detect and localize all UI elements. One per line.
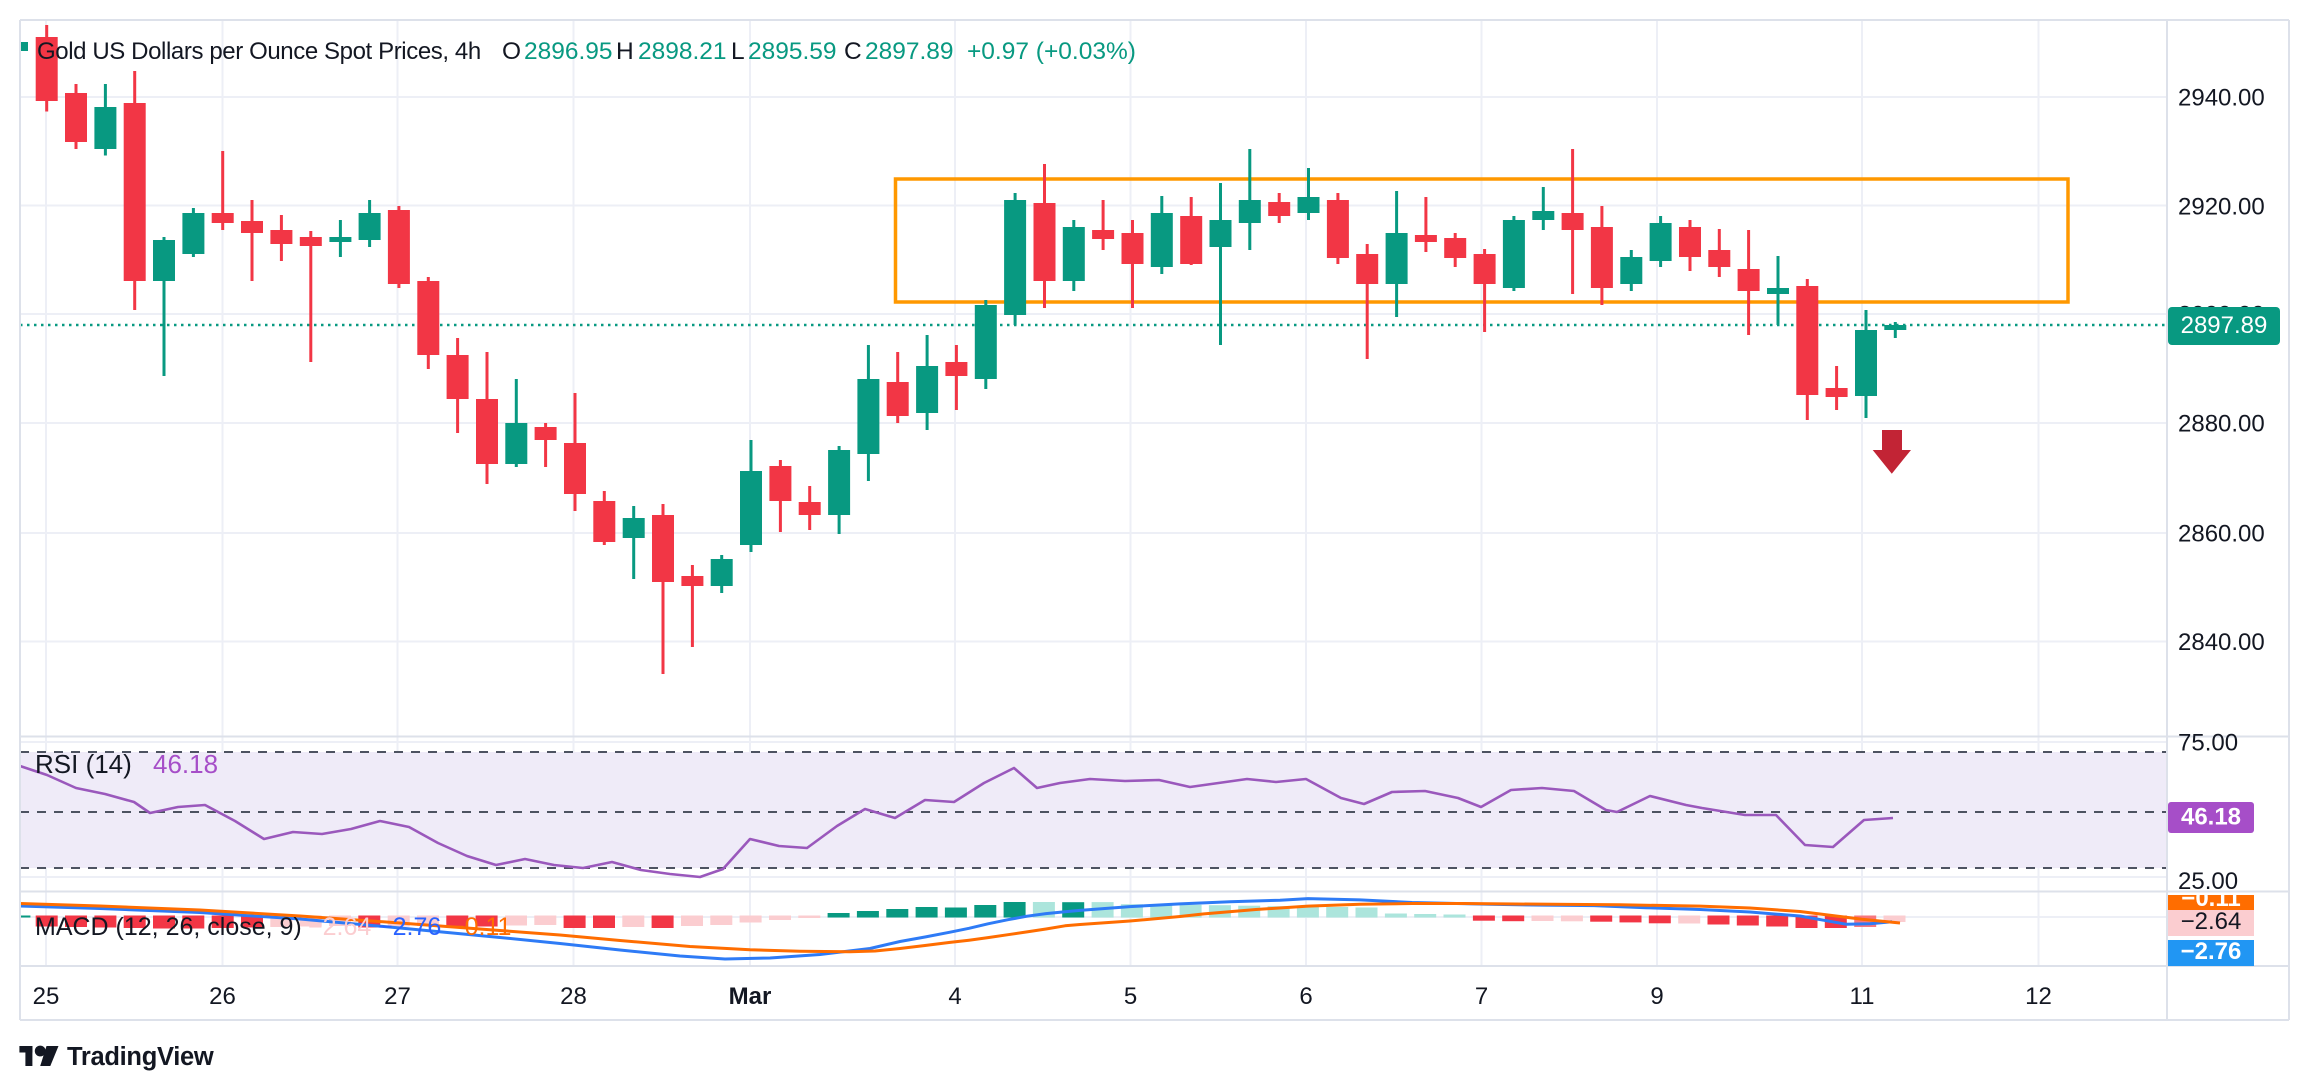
svg-text:2940.00: 2940.00 <box>2178 85 2265 112</box>
svg-text:46.18: 46.18 <box>153 749 218 779</box>
svg-text:O: O <box>502 38 521 65</box>
svg-text:Gold US Dollars per Ounce Spot: Gold US Dollars per Ounce Spot Prices, 4… <box>37 38 481 65</box>
svg-text:+0.97 (+0.03%): +0.97 (+0.03%) <box>967 38 1136 65</box>
svg-text:2920.00: 2920.00 <box>2178 194 2265 221</box>
svg-text:26: 26 <box>209 983 236 1010</box>
svg-text:Mar: Mar <box>729 983 772 1010</box>
svg-text:4: 4 <box>948 983 961 1010</box>
svg-text:12: 12 <box>2025 983 2052 1010</box>
svg-text:28: 28 <box>560 983 587 1010</box>
svg-text:H: H <box>616 38 634 65</box>
svg-text:46.18: 46.18 <box>2181 804 2241 831</box>
svg-text:−2.64: −2.64 <box>2181 908 2242 935</box>
svg-text:−0.11: −0.11 <box>450 913 511 941</box>
svg-text:2897.89: 2897.89 <box>865 38 954 65</box>
svg-text:2860.00: 2860.00 <box>2178 521 2265 548</box>
svg-text:75.00: 75.00 <box>2178 730 2238 757</box>
svg-text:27: 27 <box>384 983 411 1010</box>
svg-text:−2.76: −2.76 <box>378 913 441 941</box>
svg-text:2896.95: 2896.95 <box>524 38 613 65</box>
svg-text:−0.11: −0.11 <box>2181 885 2240 912</box>
svg-text:11: 11 <box>1850 983 1875 1010</box>
svg-text:2880.00: 2880.00 <box>2178 411 2265 438</box>
svg-text:6: 6 <box>1299 983 1312 1010</box>
svg-text:5: 5 <box>1124 983 1137 1010</box>
svg-text:RSI (14): RSI (14) <box>35 749 132 779</box>
svg-text:9: 9 <box>1650 983 1663 1010</box>
svg-text:2895.59: 2895.59 <box>748 38 837 65</box>
svg-text:2897.89: 2897.89 <box>2181 312 2268 339</box>
svg-text:TradingView: TradingView <box>67 1043 214 1071</box>
svg-text:2840.00: 2840.00 <box>2178 629 2265 656</box>
svg-text:25: 25 <box>33 983 60 1010</box>
svg-text:−2.76: −2.76 <box>2181 938 2242 965</box>
svg-text:L: L <box>731 38 745 65</box>
svg-text:25.00: 25.00 <box>2178 868 2238 895</box>
svg-text:MACD (12, 26, close, 9): MACD (12, 26, close, 9) <box>35 913 302 941</box>
svg-text:2898.21: 2898.21 <box>638 38 727 65</box>
svg-text:C: C <box>844 38 862 65</box>
svg-text:−2.64: −2.64 <box>308 913 371 941</box>
svg-text:7: 7 <box>1475 983 1488 1010</box>
